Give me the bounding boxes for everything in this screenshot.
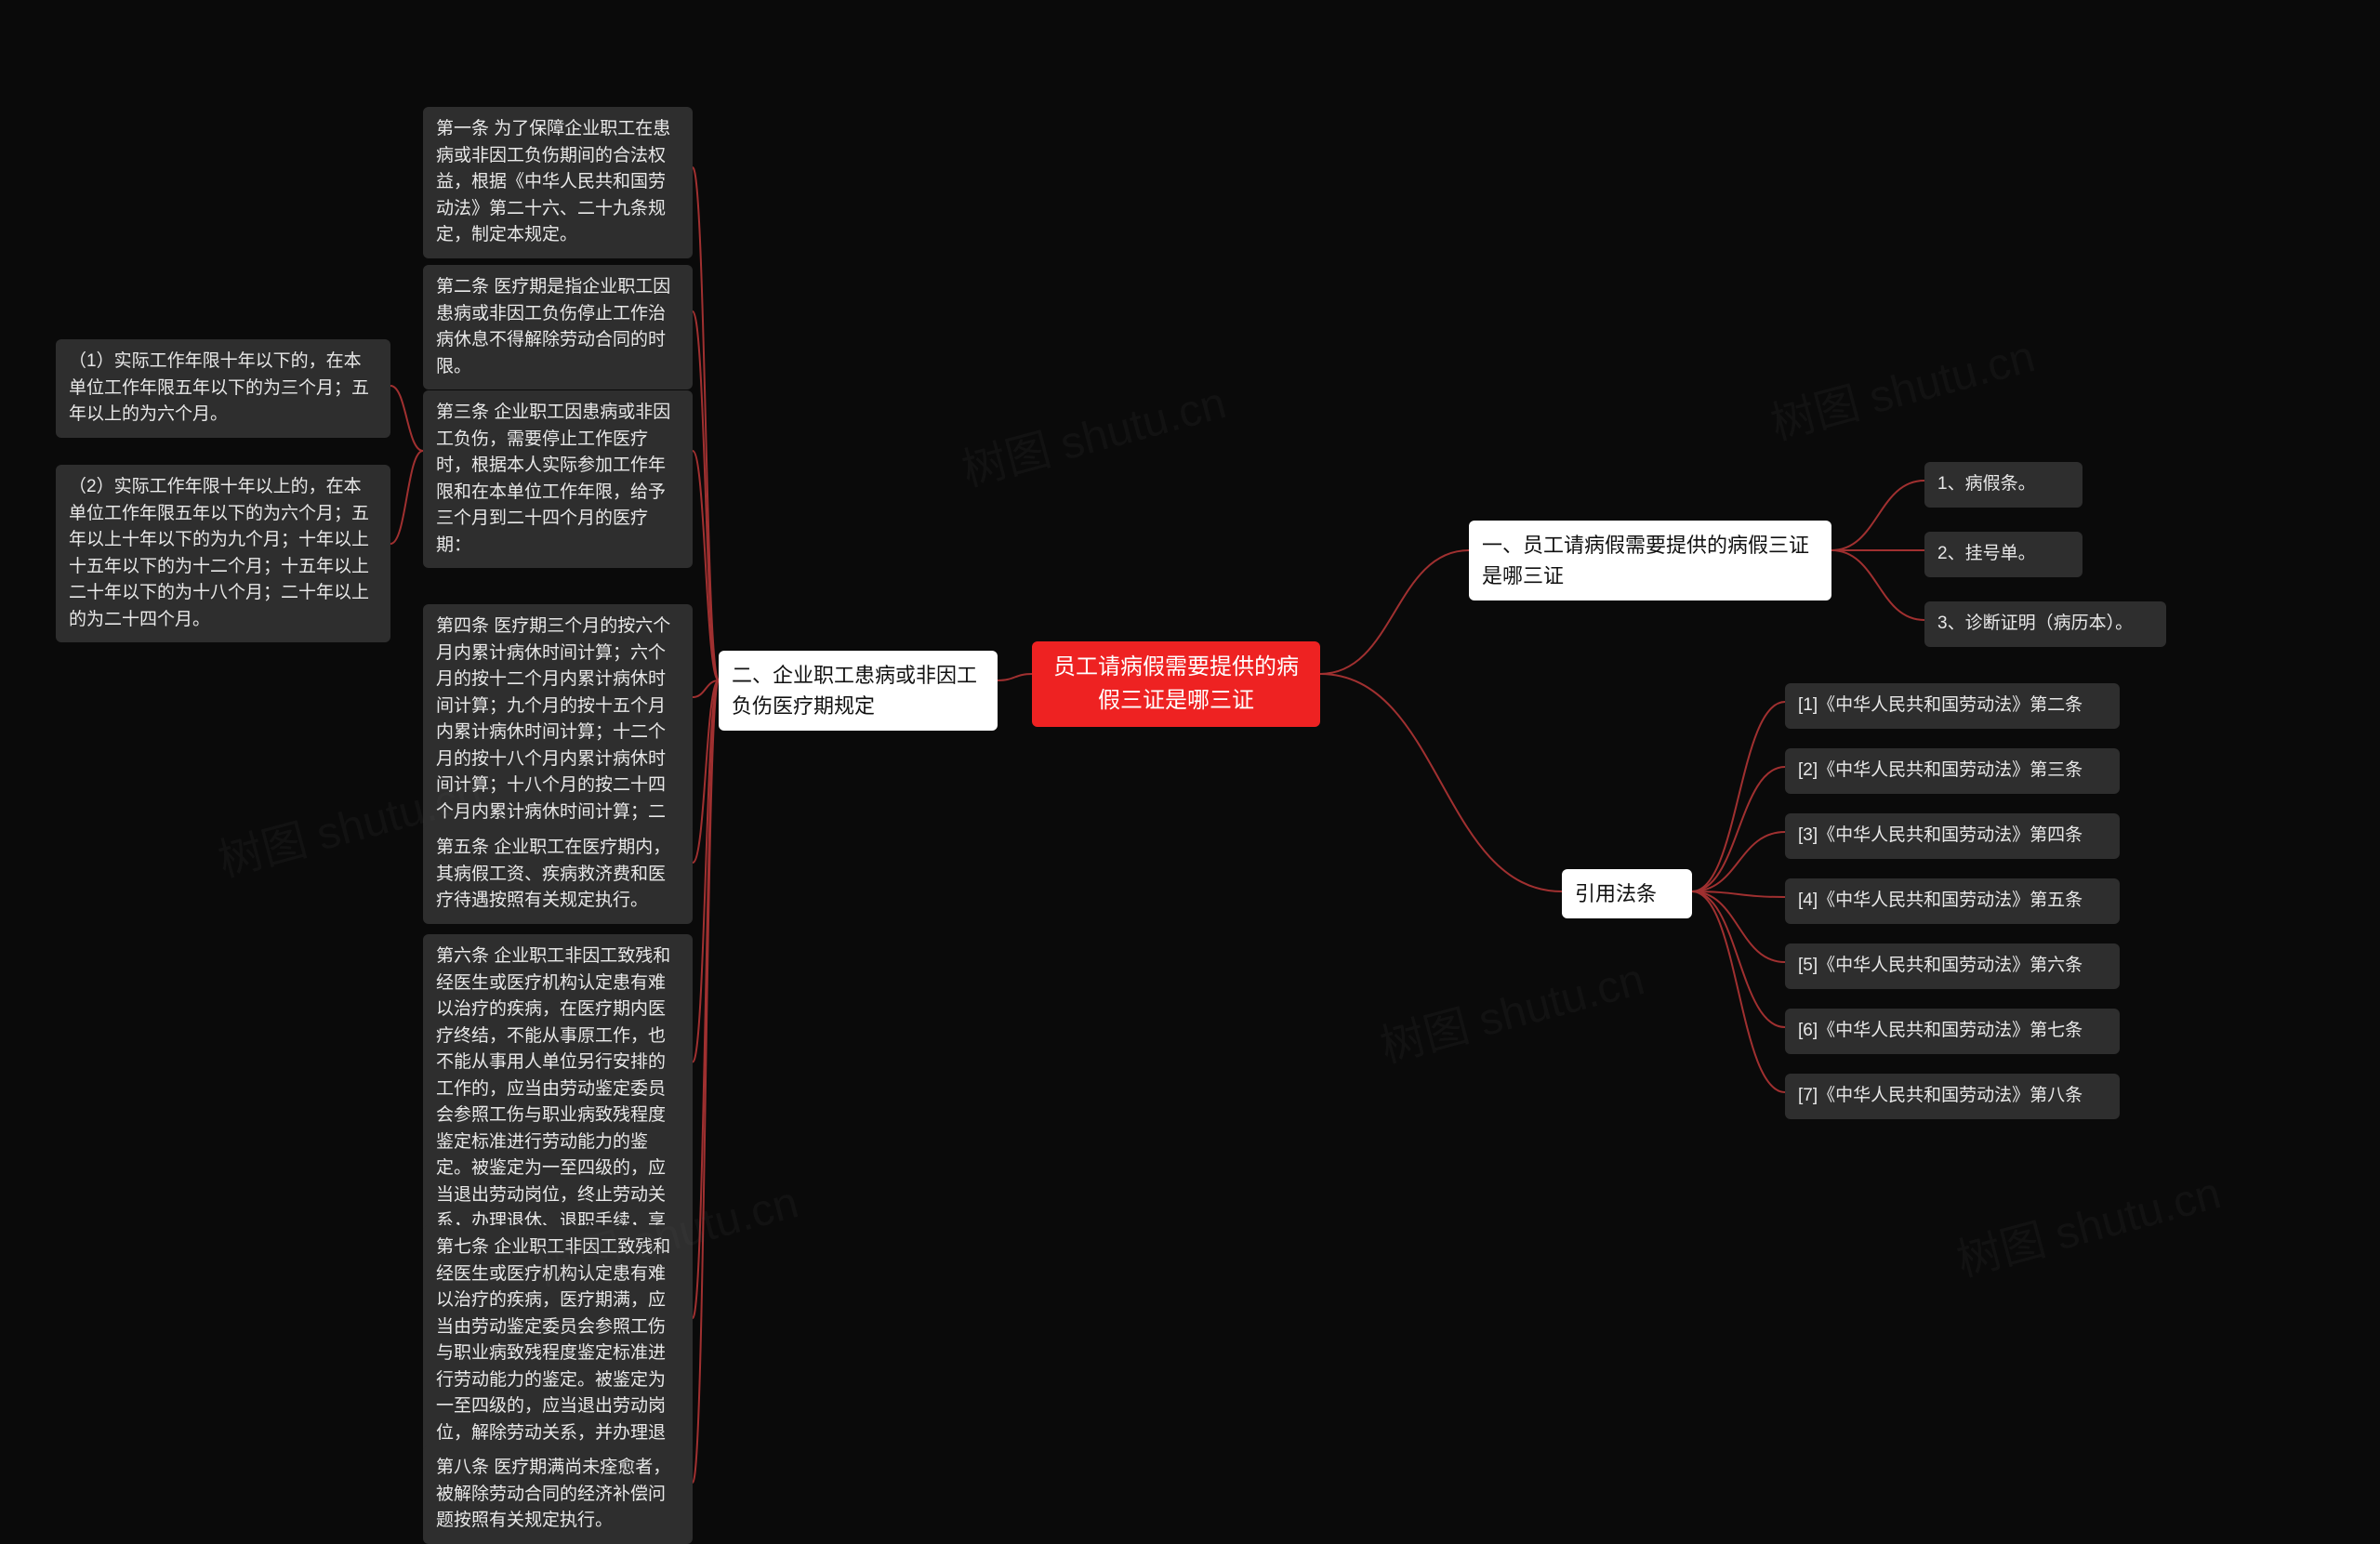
mindmap-node[interactable]: [7]《中华人民共和国劳动法》第八条 <box>1785 1074 2120 1119</box>
mindmap-node[interactable]: [6]《中华人民共和国劳动法》第七条 <box>1785 1009 2120 1054</box>
mindmap-node[interactable]: [3]《中华人民共和国劳动法》第四条 <box>1785 813 2120 859</box>
mindmap-node[interactable]: [1]《中华人民共和国劳动法》第二条 <box>1785 683 2120 729</box>
mindmap-node[interactable]: 第三条 企业职工因患病或非因工负伤，需要停止工作医疗时，根据本人实际参加工作年限… <box>423 390 693 568</box>
mindmap-node[interactable]: （2）实际工作年限十年以上的，在本单位工作年限五年以下的为六个月；五年以上十年以… <box>56 465 390 642</box>
mindmap-node[interactable]: 第二条 医疗期是指企业职工因患病或非因工负伤停止工作治病休息不得解除劳动合同的时… <box>423 265 693 389</box>
mindmap-node[interactable]: 1、病假条。 <box>1924 462 2082 508</box>
mindmap-node[interactable]: （1）实际工作年限十年以下的，在本单位工作年限五年以下的为三个月；五年以上的为六… <box>56 339 390 438</box>
mindmap-node[interactable]: [2]《中华人民共和国劳动法》第三条 <box>1785 748 2120 794</box>
mindmap-node[interactable]: 3、诊断证明（病历本）。 <box>1924 601 2166 647</box>
watermark: 树图 shutu.cn <box>1372 943 1650 1076</box>
mindmap-node[interactable]: 第八条 医疗期满尚未痊愈者，被解除劳动合同的经济补偿问题按照有关规定执行。 <box>423 1445 693 1544</box>
mindmap-node[interactable]: 引用法条 <box>1562 869 1692 918</box>
mindmap-node[interactable]: 二、企业职工患病或非因工负伤医疗期规定 <box>719 651 998 731</box>
mindmap-node[interactable]: 一、员工请病假需要提供的病假三证是哪三证 <box>1469 521 1831 600</box>
mindmap-node[interactable]: [4]《中华人民共和国劳动法》第五条 <box>1785 878 2120 924</box>
watermark: 树图 shutu.cn <box>1949 1156 2227 1289</box>
mindmap-node[interactable]: 2、挂号单。 <box>1924 532 2082 577</box>
mindmap-node[interactable]: [5]《中华人民共和国劳动法》第六条 <box>1785 944 2120 989</box>
mindmap-node[interactable]: 员工请病假需要提供的病假三证是哪三证 <box>1032 641 1320 727</box>
mindmap-node[interactable]: 第一条 为了保障企业职工在患病或非因工负伤期间的合法权益，根据《中华人民共和国劳… <box>423 107 693 258</box>
watermark: 树图 shutu.cn <box>1763 320 2041 453</box>
mindmap-node[interactable]: 第五条 企业职工在医疗期内，其病假工资、疾病救济费和医疗待遇按照有关规定执行。 <box>423 825 693 924</box>
watermark: 树图 shutu.cn <box>954 366 1232 499</box>
